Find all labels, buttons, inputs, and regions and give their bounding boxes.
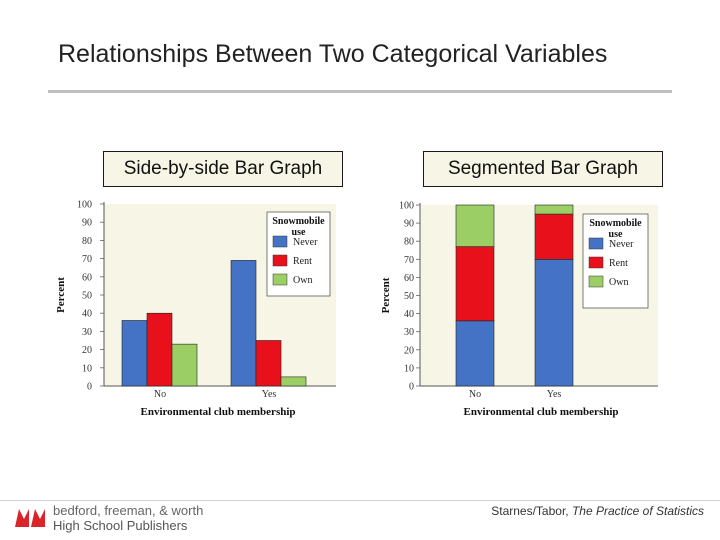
y-tick-label: 90 [404, 219, 414, 230]
y-tick-label: 50 [82, 291, 92, 302]
segment-rent-no [455, 246, 495, 322]
segment-rent-yes [534, 213, 574, 260]
x-category-label: Yes [262, 389, 277, 400]
bar-rent-yes [255, 340, 282, 387]
segmented-bar-chart: 0 10 20 30 40 50 60 70 80 90 100 No Yes Environmental… [380, 201, 658, 418]
footer-divider [0, 500, 720, 501]
legend-title-line: use [609, 229, 623, 240]
slide-title: Relationships Between Two Categorical Va… [58, 40, 608, 68]
title-divider [48, 90, 672, 93]
x-category-label: No [469, 389, 481, 400]
bar-never-no [121, 320, 148, 387]
legend-title: Snowmobile use [272, 216, 325, 238]
bar-own-yes [280, 376, 307, 387]
legend-label-never: Never [609, 239, 634, 250]
segmented-chart-label: Segmented Bar Graph [423, 151, 663, 187]
x-axis-title: Environmental club membership [140, 406, 295, 418]
side-by-side-bar-chart: 0 10 20 30 40 50 60 70 80 90 100 No Yes Environmental… [55, 200, 336, 418]
publisher-logo-icon [15, 509, 45, 527]
publisher-name: bedford, freeman, & worth [53, 503, 204, 518]
legend-label-own: Own [609, 277, 628, 288]
y-tick-label: 60 [82, 272, 92, 283]
y-tick-label: 10 [82, 363, 92, 374]
y-tick-label: 20 [404, 345, 414, 356]
y-tick-label: 60 [404, 273, 414, 284]
y-tick-label: 50 [404, 291, 414, 302]
bar-own-no [171, 343, 198, 387]
legend-swatch-rent [588, 256, 604, 269]
y-axis-title: Percent [55, 277, 67, 313]
bar-rent-no [146, 312, 173, 387]
x-category-label: Yes [547, 389, 562, 400]
legend-title: Snowmobile use [589, 218, 642, 240]
legend-label-rent: Rent [609, 258, 628, 269]
legend-label-rent: Rent [293, 256, 312, 267]
y-tick-label: 90 [82, 218, 92, 229]
y-tick-label: 70 [404, 255, 414, 266]
y-tick-label: 0 [409, 382, 414, 393]
segment-own-no [455, 204, 495, 247]
legend-swatch-never [272, 235, 288, 248]
legend-title-line: Snowmobile [589, 218, 642, 229]
y-tick-label: 70 [82, 254, 92, 265]
segment-never-yes [534, 258, 574, 387]
y-axis-title: Percent [380, 277, 392, 313]
y-tick-label: 0 [87, 382, 92, 393]
y-tick-label: 30 [82, 327, 92, 338]
y-tick-label: 80 [404, 237, 414, 248]
bar-never-yes [230, 260, 257, 387]
y-tick-label: 20 [82, 345, 92, 356]
legend-label-never: Never [293, 237, 318, 248]
x-category-label: No [154, 389, 166, 400]
y-tick-label: 40 [404, 309, 414, 320]
legend-swatch-own [272, 273, 288, 286]
y-tick-label: 10 [404, 363, 414, 374]
y-tick-label: 100 [77, 200, 92, 211]
side-by-side-chart-label: Side-by-side Bar Graph [103, 151, 343, 187]
legend-swatch-own [588, 275, 604, 288]
legend-swatch-rent [272, 254, 288, 267]
legend-title-line: Snowmobile [272, 216, 325, 227]
citation-book: The Practice of Statistics [571, 504, 704, 518]
y-tick-label: 40 [82, 309, 92, 320]
legend-swatch-never [588, 237, 604, 250]
legend-title-line: use [292, 227, 306, 238]
segment-never-no [455, 320, 495, 387]
y-tick-label: 80 [82, 236, 92, 247]
citation-authors: Starnes/Tabor, [491, 504, 572, 518]
segment-own-yes [534, 204, 574, 215]
x-axis-title: Environmental club membership [463, 406, 618, 418]
y-tick-label: 30 [404, 327, 414, 338]
citation: Starnes/Tabor, The Practice of Statistic… [491, 504, 704, 518]
y-tick-label: 100 [399, 201, 414, 212]
publisher-division: High School Publishers [53, 518, 188, 533]
legend-label-own: Own [293, 275, 312, 286]
